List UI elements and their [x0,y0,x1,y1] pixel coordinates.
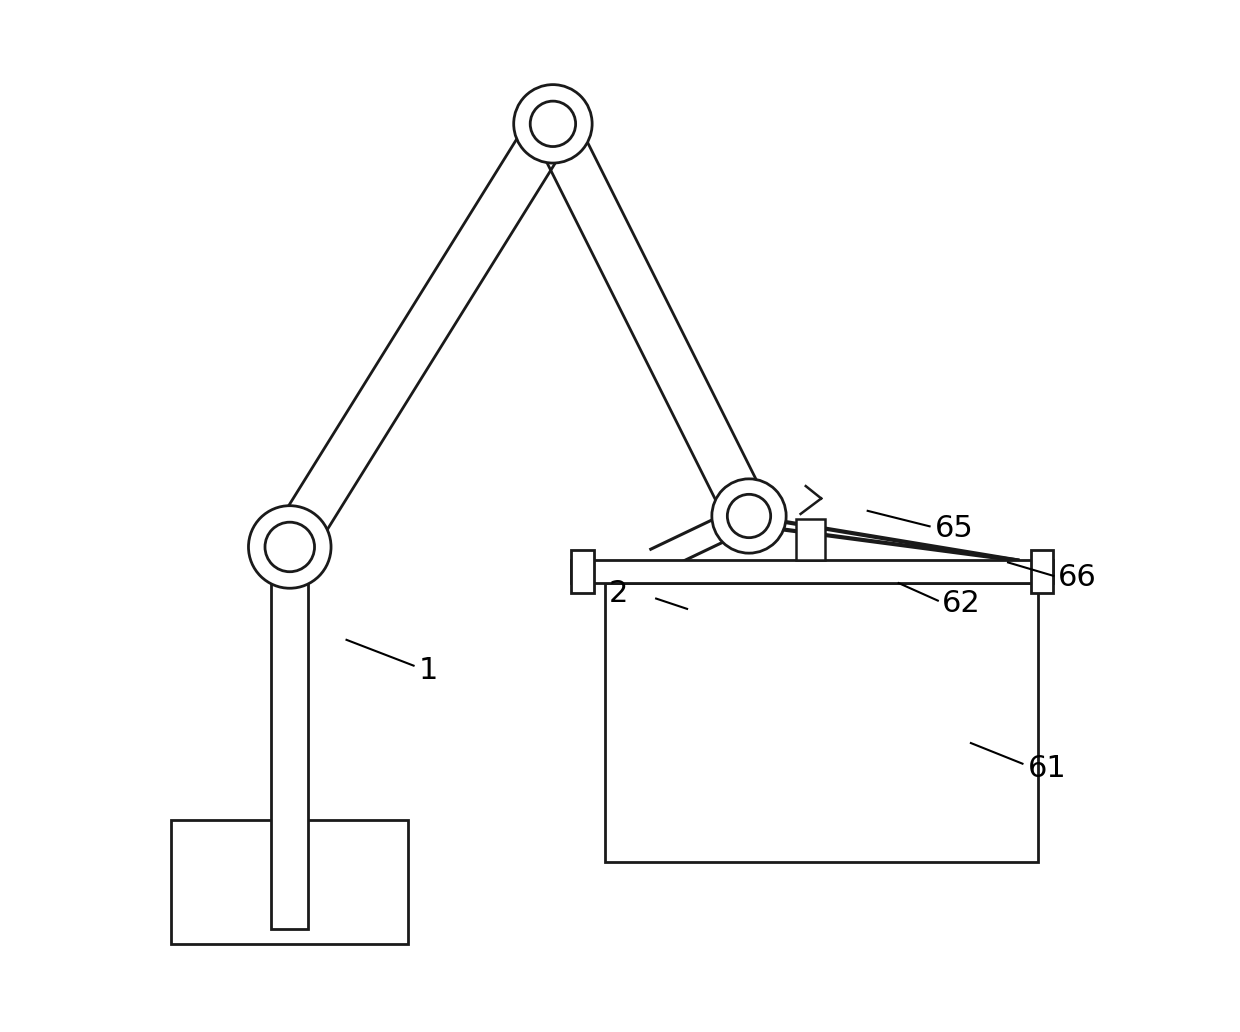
Polygon shape [651,505,754,572]
Circle shape [513,85,593,163]
Bar [572,550,594,593]
Bar [171,820,408,944]
Text: 2: 2 [609,579,629,608]
Text: 1: 1 [419,656,438,685]
Text: 66: 66 [1058,563,1096,592]
Bar [272,547,309,929]
Polygon shape [270,111,572,559]
Circle shape [531,101,575,147]
Bar [796,519,826,560]
Circle shape [248,506,331,588]
Text: 65: 65 [935,514,973,543]
Circle shape [265,522,315,572]
Circle shape [728,494,771,538]
Circle shape [712,479,786,553]
Text: 62: 62 [942,589,981,618]
Bar [605,583,1038,862]
Text: 61: 61 [1028,754,1066,783]
Polygon shape [533,114,769,526]
Bar [572,560,1054,583]
Bar [1030,550,1054,593]
